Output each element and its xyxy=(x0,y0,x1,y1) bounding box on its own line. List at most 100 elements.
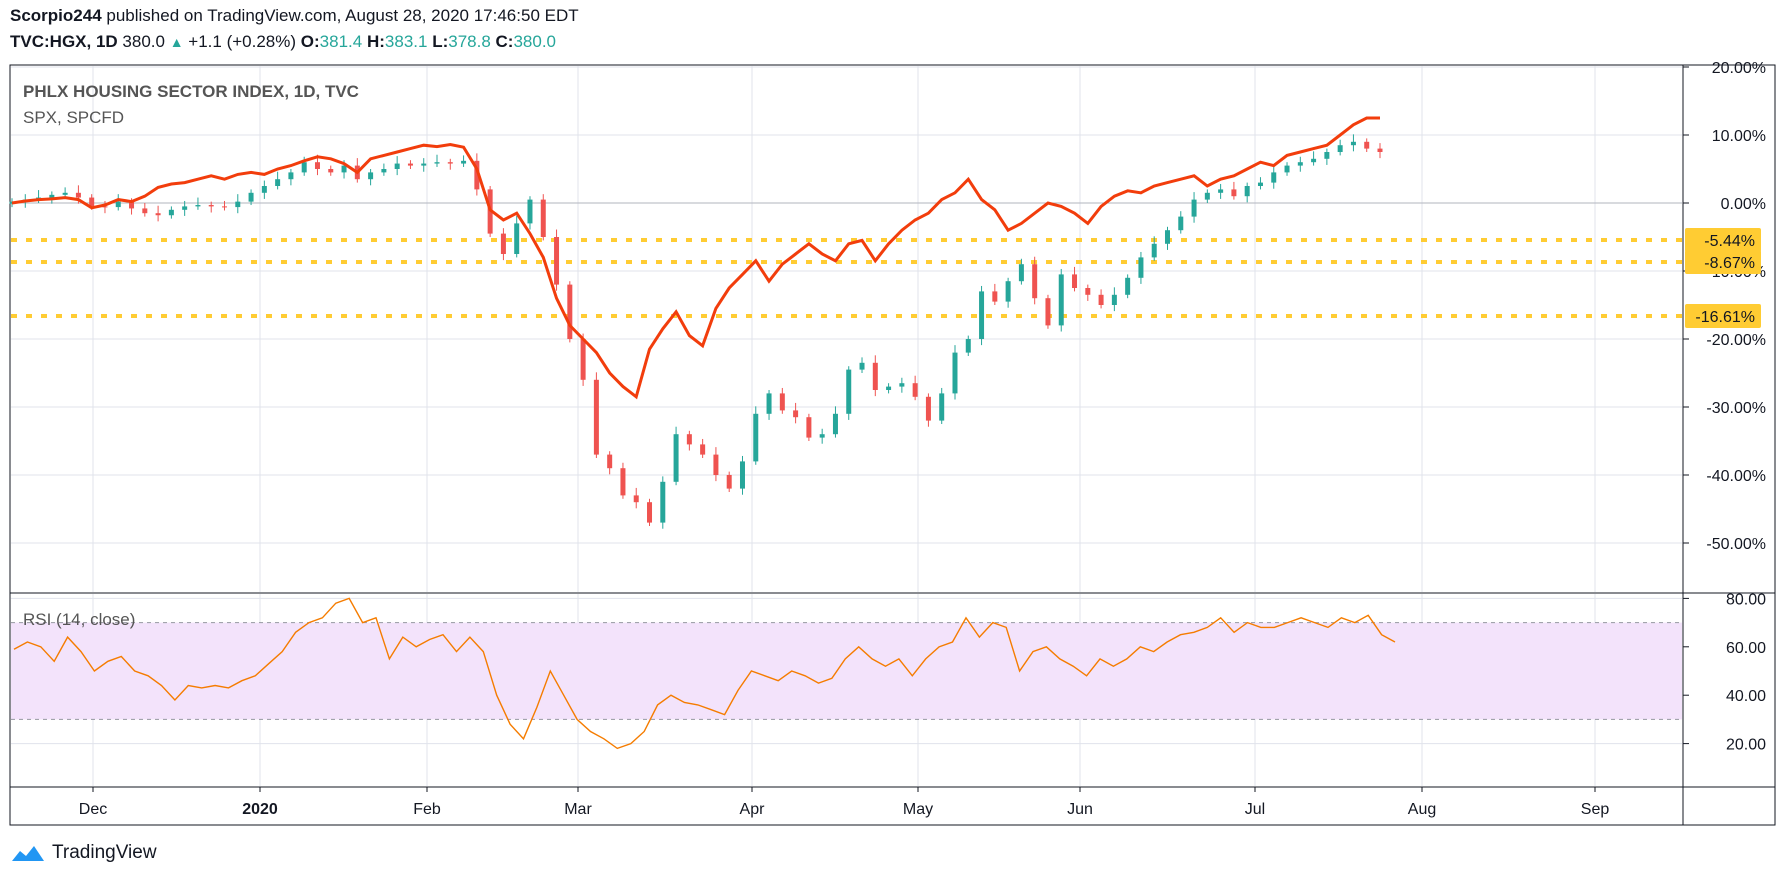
rsi-line xyxy=(13,597,1396,750)
candle-body xyxy=(461,160,467,164)
rsi-band xyxy=(11,622,1682,720)
candle-body xyxy=(859,362,865,370)
price-tick-label: -40.00% xyxy=(1706,468,1766,485)
rsi-tick-label: 40.00 xyxy=(1726,688,1766,705)
candle-body xyxy=(129,201,135,209)
candle-body xyxy=(49,194,55,198)
chart-title: PHLX HOUSING SECTOR INDEX, 1D, TVC xyxy=(23,82,359,101)
level-label-text: -5.44% xyxy=(1704,233,1755,250)
candle-body xyxy=(1377,148,1383,152)
symbol-label: TVC:HGX, 1D xyxy=(10,32,118,51)
candle-body xyxy=(806,417,812,438)
candle-body xyxy=(115,201,121,208)
candle-body xyxy=(607,454,613,469)
candle-body xyxy=(195,205,201,207)
time-axis[interactable]: Dec 2020 Feb Mar Apr May Jun Jul Aug Sep xyxy=(79,787,1610,818)
candle-body xyxy=(1045,298,1051,326)
candle-body xyxy=(1218,189,1224,193)
candle-body xyxy=(965,339,971,353)
candle-body xyxy=(1138,257,1144,278)
brand-name: TradingView xyxy=(52,842,157,863)
candle-body xyxy=(1337,145,1343,152)
candle-body xyxy=(235,201,241,208)
candle-body xyxy=(1111,294,1117,305)
candle-body xyxy=(1191,199,1197,217)
candle-body xyxy=(567,284,573,339)
author-name[interactable]: Scorpio244 xyxy=(10,6,102,25)
price-tick-label: -30.00% xyxy=(1706,400,1766,417)
candle-body xyxy=(660,481,666,523)
time-tick-label: Sep xyxy=(1581,801,1610,818)
candle-body xyxy=(1125,277,1131,295)
rsi-legend: RSI (14, close) xyxy=(23,610,135,629)
candle-body xyxy=(182,206,188,210)
tradingview-logo-icon xyxy=(12,846,44,861)
compare-legend: SPX, SPCFD xyxy=(23,108,124,127)
candle-body xyxy=(1058,274,1064,326)
candle-body xyxy=(1085,288,1091,295)
candle-body xyxy=(700,444,706,455)
candles xyxy=(9,134,1383,529)
time-tick-label: Aug xyxy=(1408,801,1436,818)
spx-line xyxy=(11,116,1380,400)
candle-body xyxy=(647,502,653,523)
high-label: H: xyxy=(366,32,385,51)
candle-body xyxy=(593,379,599,455)
candle-body xyxy=(779,393,785,411)
candle-body xyxy=(314,162,320,169)
candle-body xyxy=(1324,152,1330,159)
candle-body xyxy=(527,199,533,224)
candle-body xyxy=(168,209,174,216)
price-tick-label: -50.00% xyxy=(1706,536,1766,553)
candle-body xyxy=(514,223,520,254)
time-tick-label: Jun xyxy=(1067,801,1093,818)
level-lines xyxy=(11,237,1682,318)
candle-body xyxy=(633,495,639,503)
candle-body xyxy=(1072,274,1078,288)
candle-body xyxy=(753,413,759,462)
candle-body xyxy=(899,383,905,387)
candle-body xyxy=(62,192,68,195)
candle-body xyxy=(341,165,347,173)
candle-body xyxy=(434,162,440,164)
candle-body xyxy=(673,434,679,482)
candle-body xyxy=(1204,192,1210,200)
price-tick-label: 20.00% xyxy=(1712,60,1766,77)
low-value: 378.8 xyxy=(448,32,491,51)
candle-body xyxy=(1005,281,1011,302)
close-label: C: xyxy=(495,32,514,51)
candle-body xyxy=(872,362,878,390)
time-tick-label: Apr xyxy=(740,801,766,818)
candle-body xyxy=(301,162,307,173)
time-tick-label: May xyxy=(903,801,933,818)
candle-body xyxy=(1164,230,1170,244)
candle-body xyxy=(368,172,374,180)
candle-body xyxy=(474,160,480,190)
candle-body xyxy=(912,383,918,397)
candle-body xyxy=(381,169,387,173)
candle-body xyxy=(793,410,799,418)
high-value: 383.1 xyxy=(384,32,428,51)
candle-body xyxy=(686,434,692,445)
candle-body xyxy=(1231,189,1237,197)
footer-brand: TradingView xyxy=(10,842,157,864)
candle-body xyxy=(222,206,228,208)
open-label: O: xyxy=(300,32,320,51)
candle-body xyxy=(407,163,413,166)
level-label-box xyxy=(1685,227,1761,252)
candle-body xyxy=(288,172,294,180)
level-label-text: -8.67% xyxy=(1704,255,1755,272)
candle-body xyxy=(580,339,586,380)
published-text: published on TradingView.com, August 28,… xyxy=(106,6,579,25)
rsi-axis[interactable]: 80.00 60.00 40.00 20.00 xyxy=(1683,591,1766,754)
candle-body xyxy=(819,434,825,438)
publish-info: Scorpio244 published on TradingView.com,… xyxy=(10,6,579,26)
low-label: L: xyxy=(432,32,449,51)
chart-frame xyxy=(9,64,1776,826)
candle-body xyxy=(275,179,281,186)
candle-body xyxy=(1244,186,1250,197)
candle-body xyxy=(1350,141,1356,146)
level-label-box xyxy=(1685,303,1761,328)
candle-body xyxy=(1297,162,1303,166)
